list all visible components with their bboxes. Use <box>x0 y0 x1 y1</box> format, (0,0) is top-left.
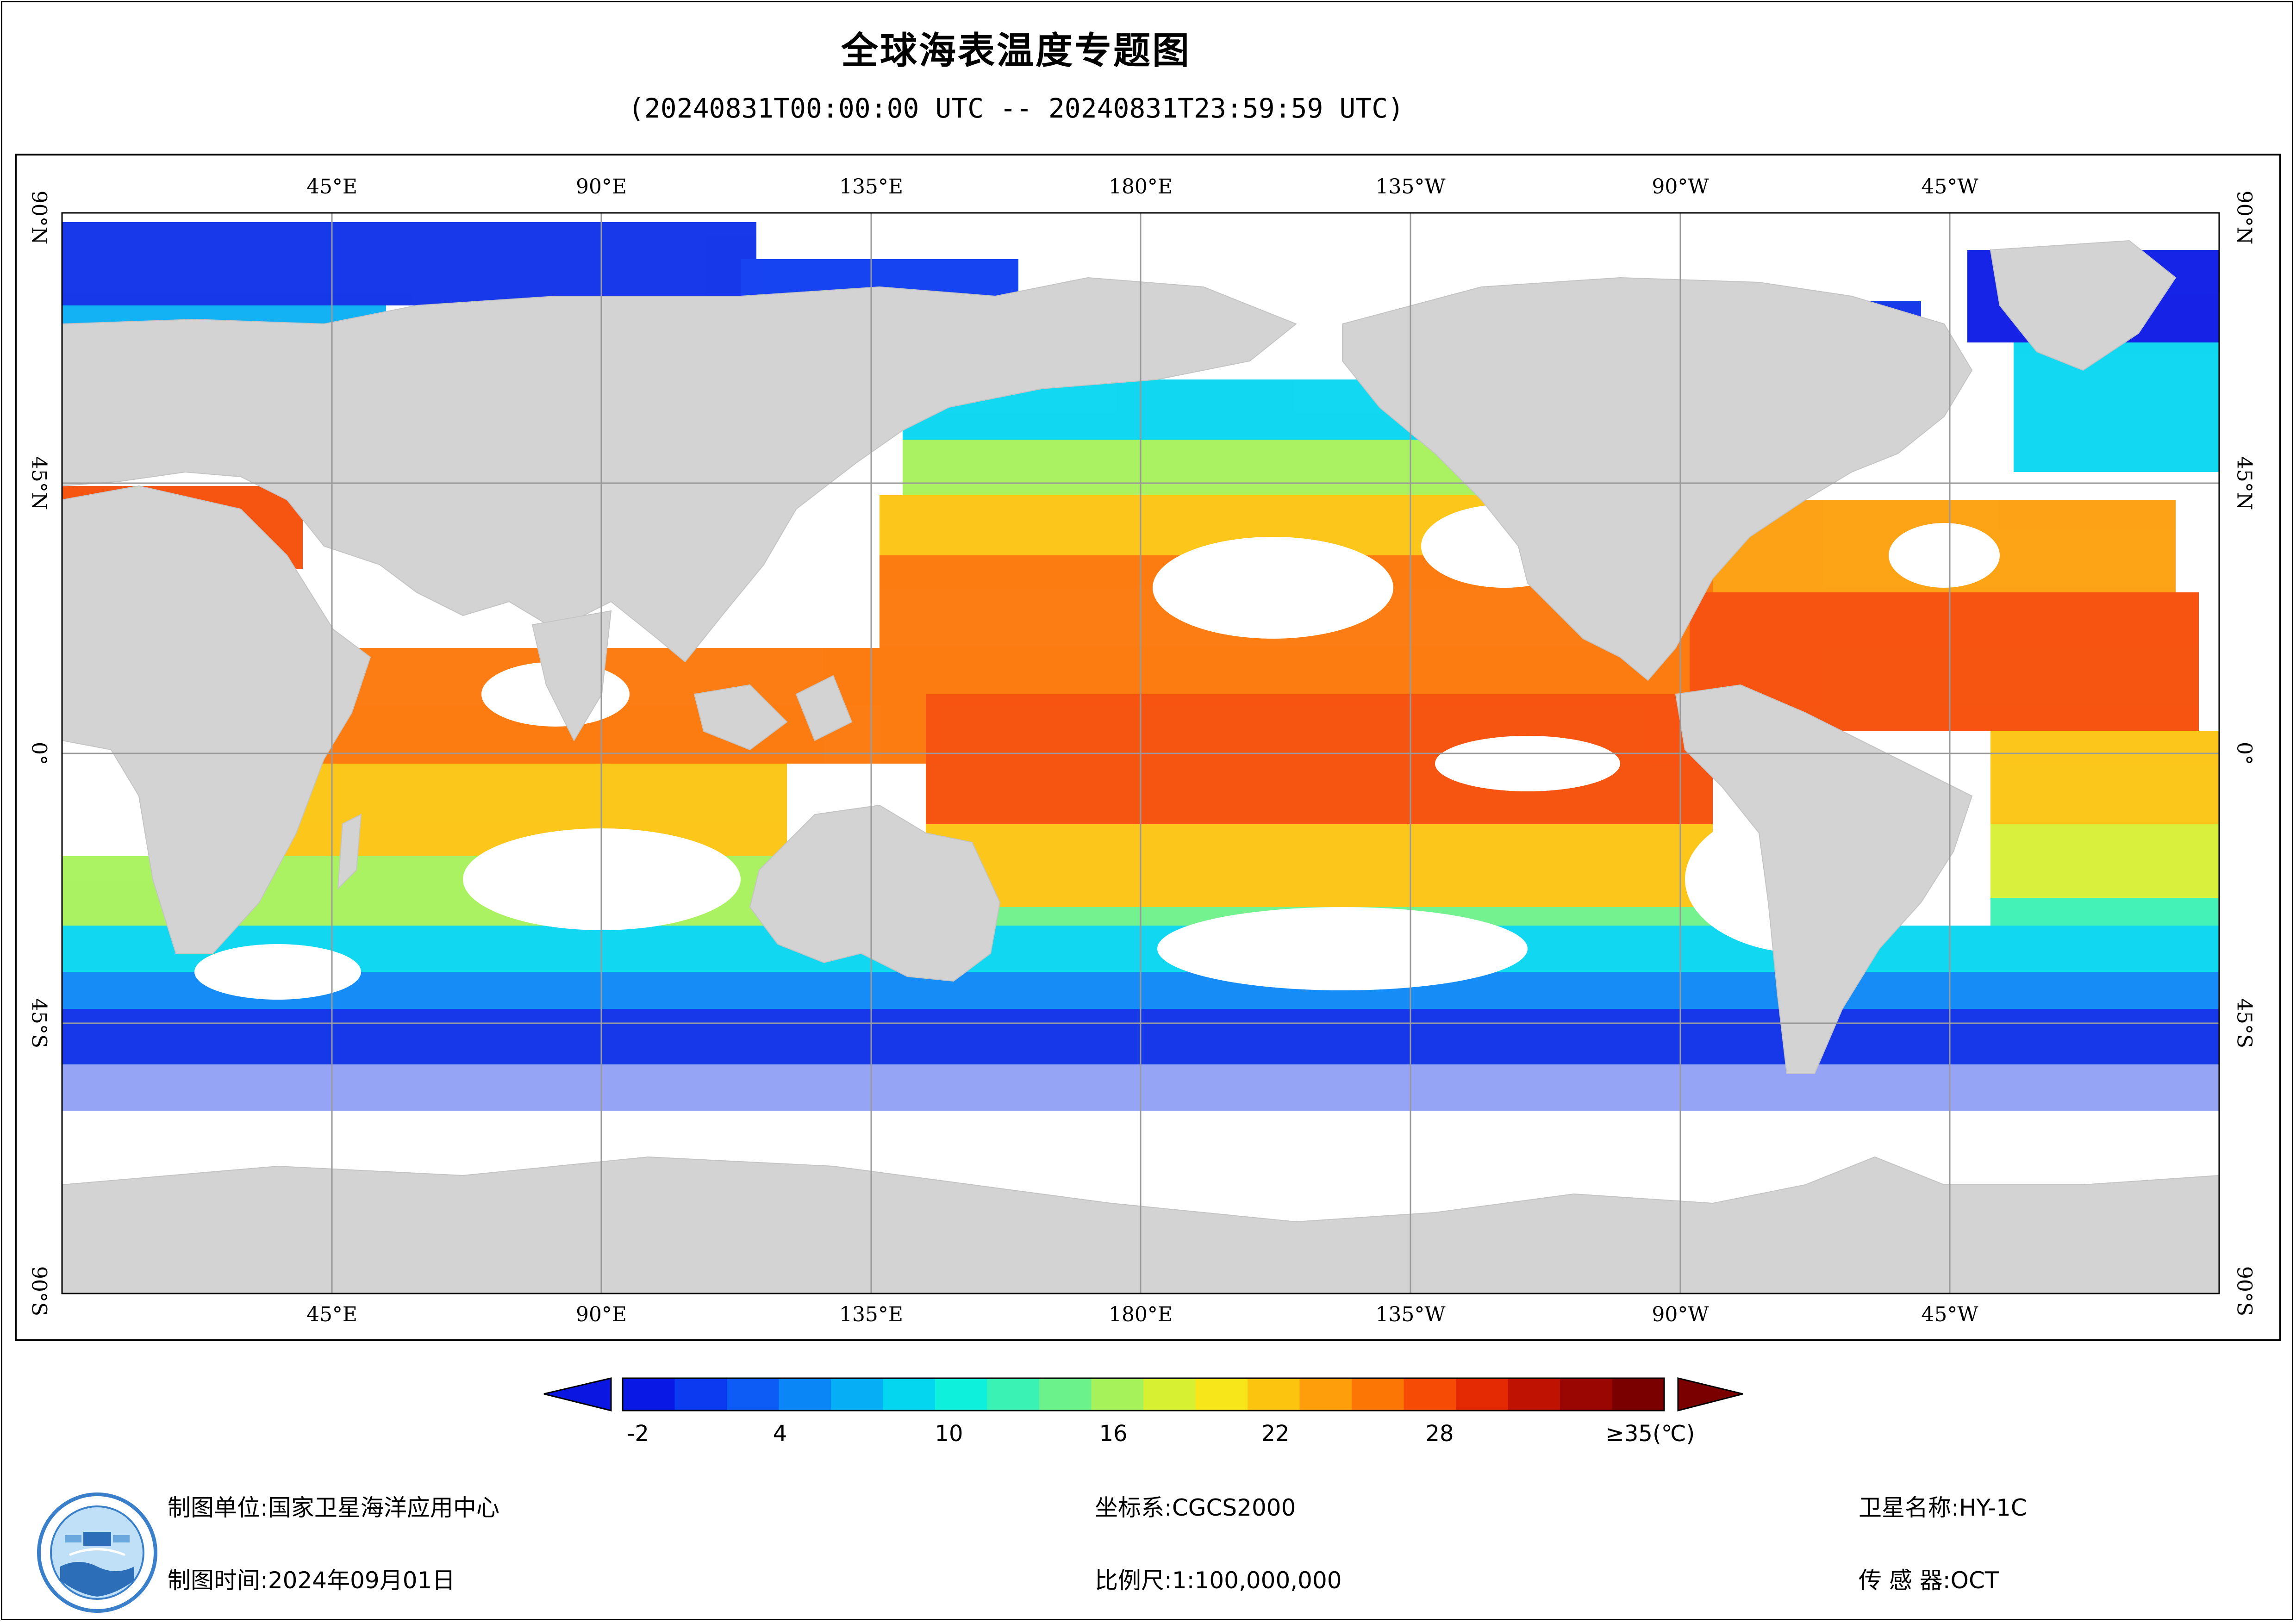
colorbar-label: ≥35(℃) <box>1605 1421 1695 1447</box>
map-frame <box>15 154 2281 1341</box>
colorbar-swatch <box>1352 1378 1404 1411</box>
mapping-time-value: 2024年09月01日 <box>268 1567 455 1594</box>
mapping-time-label: 制图时间: <box>168 1567 268 1594</box>
lon-tick-top: 45°E <box>306 175 358 199</box>
lon-tick-top: 90°W <box>1652 175 1709 199</box>
satellite-name: 卫星名称:HY-1C <box>1859 1489 2027 1523</box>
lon-tick-bottom: 135°W <box>1375 1303 1446 1326</box>
lon-tick-bottom: 180°E <box>1108 1303 1173 1326</box>
colorbar-label: 10 <box>935 1421 963 1447</box>
map-scale-label: 比例尺: <box>1095 1567 1172 1594</box>
colorbar-swatch <box>674 1378 727 1411</box>
map-scale: 比例尺:1:100,000,000 <box>1095 1562 1342 1595</box>
colorbar-swatch <box>1143 1378 1196 1411</box>
lon-tick-top: 135°W <box>1375 175 1446 199</box>
lon-tick-top: 135°E <box>839 175 904 199</box>
lon-tick-bottom: 90°W <box>1652 1303 1709 1326</box>
time-range-subtitle: (20240831T00:00:00 UTC -- 20240831T23:59… <box>628 93 1404 124</box>
mapping-time: 制图时间:2024年09月01日 <box>168 1562 455 1595</box>
colorbar-swatch <box>987 1378 1040 1411</box>
colorbar-label: 4 <box>773 1421 787 1447</box>
colorbar-swatch <box>935 1378 988 1411</box>
colorbar-label: 28 <box>1425 1421 1454 1447</box>
coordinate-system: 坐标系:CGCS2000 <box>1095 1489 1296 1523</box>
map-scale-value: 1:100,000,000 <box>1172 1567 1342 1594</box>
lon-tick-bottom: 45°W <box>1921 1303 1978 1326</box>
colorbar-swatch <box>779 1378 831 1411</box>
mapping-organization: 制图单位:国家卫星海洋应用中心 <box>168 1489 499 1523</box>
colorbar-swatch <box>831 1378 884 1411</box>
mapping-organization-value: 国家卫星海洋应用中心 <box>268 1494 499 1521</box>
lon-tick-top: 90°E <box>575 175 627 199</box>
colorbar-swatch <box>1195 1378 1248 1411</box>
lon-tick-bottom: 135°E <box>839 1303 904 1326</box>
colorbar-swatch <box>727 1378 780 1411</box>
colorbar-swatch <box>623 1378 675 1411</box>
satellite-name-label: 卫星名称: <box>1859 1494 1959 1521</box>
satellite-name-value: HY-1C <box>1959 1494 2027 1521</box>
nsoas-logo-icon <box>37 1492 157 1613</box>
lon-tick-bottom: 45°E <box>306 1303 358 1326</box>
colorbar-swatch <box>1039 1378 1092 1411</box>
sensor-name-value: OCT <box>1950 1567 1999 1594</box>
map-title: 全球海表温度专题图 <box>841 29 1191 72</box>
colorbar-swatches <box>623 1378 1665 1411</box>
lon-tick-bottom: 90°E <box>575 1303 627 1326</box>
coordinate-system-label: 坐标系: <box>1095 1494 1172 1521</box>
coordinate-system-value: CGCS2000 <box>1172 1494 1296 1521</box>
colorbar-label: 22 <box>1261 1421 1290 1447</box>
colorbar-label: 16 <box>1099 1421 1128 1447</box>
colorbar-swatch <box>883 1378 936 1411</box>
map-border <box>61 212 2220 1294</box>
colorbar-max-arrow <box>1677 1377 1743 1412</box>
graticule <box>62 213 2219 1293</box>
lon-tick-top: 180°E <box>1108 175 1173 199</box>
mapping-organization-label: 制图单位: <box>168 1494 268 1521</box>
colorbar-swatch <box>1508 1378 1560 1411</box>
colorbar-border <box>622 1377 1665 1412</box>
colorbar-swatch <box>1456 1378 1509 1411</box>
sensor-name: 传 感 器:OCT <box>1859 1562 1999 1595</box>
colorbar-swatch <box>1612 1378 1665 1411</box>
sensor-name-label: 传 感 器: <box>1859 1567 1951 1594</box>
colorbar-label: -2 <box>627 1421 649 1447</box>
colorbar-min-arrow <box>543 1377 612 1412</box>
colorbar-swatch <box>1299 1378 1352 1411</box>
lon-tick-top: 45°W <box>1921 175 1978 199</box>
colorbar-swatch <box>1404 1378 1456 1411</box>
colorbar-swatch <box>1248 1378 1300 1411</box>
colorbar-swatch <box>1091 1378 1144 1411</box>
colorbar-swatch <box>1560 1378 1613 1411</box>
